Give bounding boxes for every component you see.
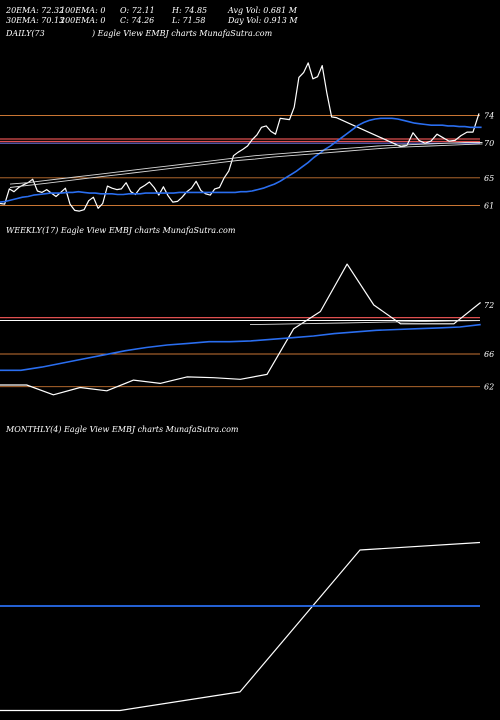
header-high: H: 74.85 — [172, 6, 208, 15]
y-tick-label: 61 — [484, 202, 494, 211]
weekly-panel-label: WEEKLY(17) Eagle View EMBJ charts Munafa… — [6, 226, 236, 235]
monthly-panel-label: MONTHLY(4) Eagle View EMBJ charts Munafa… — [6, 425, 239, 434]
series-price — [0, 263, 481, 396]
header-low: L: 71.58 — [172, 16, 206, 25]
header-dayvol: Day Vol: 0.913 M — [228, 16, 298, 25]
weekly-chart: 72 66 62 — [0, 263, 494, 396]
header-ema30: 30EMA: 70.13 — [6, 16, 65, 25]
series-ema_fast — [0, 323, 481, 372]
header-close: C: 74.26 — [120, 16, 155, 25]
monthly-chart — [0, 541, 481, 712]
y-tick-label: 72 — [484, 301, 494, 310]
series-price — [0, 62, 480, 212]
y-tick-label: 66 — [484, 350, 494, 359]
y-tick-label: 70 — [484, 139, 494, 148]
header-ema20: 20EMA: 72.32 — [6, 6, 65, 15]
series-ema_slow_2 — [9, 143, 483, 188]
daily-panel-label: DAILY(73 — [6, 29, 45, 38]
series-ema_slow — [249, 320, 481, 326]
header-avgvol: Avg Vol: 0.681 M — [228, 6, 297, 15]
header-ema200: 200EMA: 0 — [60, 16, 106, 25]
header-ema100: 100EMA: 0 — [60, 6, 106, 15]
series-price — [0, 541, 481, 712]
daily-chart: 74 70 65 61 — [0, 62, 494, 212]
y-tick-label: 65 — [484, 174, 494, 183]
series-ema_slow_1 — [9, 142, 483, 185]
daily-panel-watermark: ) Eagle View EMBJ charts MunafaSutra.com — [92, 29, 273, 38]
y-tick-label: 74 — [484, 112, 494, 121]
y-tick-label: 62 — [484, 383, 494, 392]
series-ema_fast — [0, 117, 482, 203]
header-open: O: 72.11 — [120, 6, 155, 15]
